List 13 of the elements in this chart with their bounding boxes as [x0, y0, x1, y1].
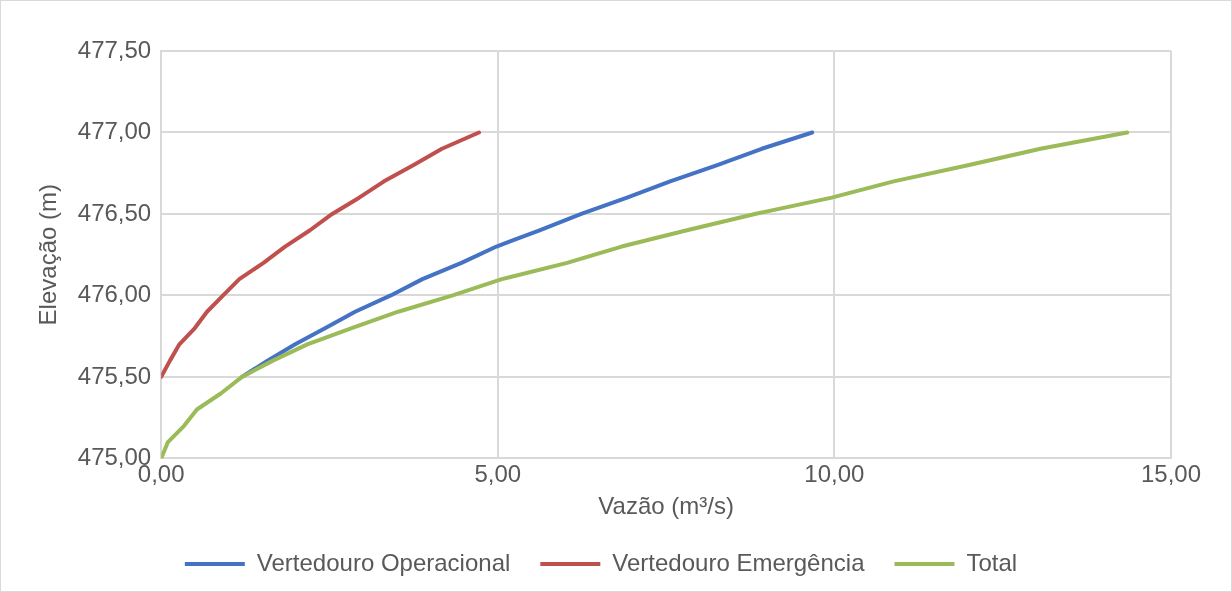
y-tick-label: 475,50 [77, 361, 152, 389]
y-tick-label: 477,00 [77, 117, 152, 145]
x-tick-label: 10,00 [804, 460, 865, 488]
x-axis-title: Vazão (m³/s) [598, 492, 734, 520]
x-tick-label: 15,00 [1140, 460, 1202, 488]
legend-label: Vertedouro Operacional [256, 548, 511, 576]
y-tick-label: 477,50 [77, 35, 152, 63]
y-axis-title: Elevação (m) [34, 184, 62, 326]
y-tick-label: 476,00 [77, 280, 152, 308]
y-tick-label: 476,50 [77, 198, 152, 226]
legend-label: Total [966, 548, 1018, 576]
legend-label: Vertedouro Emergência [612, 548, 866, 576]
x-tick-label: 5,00 [474, 460, 522, 488]
